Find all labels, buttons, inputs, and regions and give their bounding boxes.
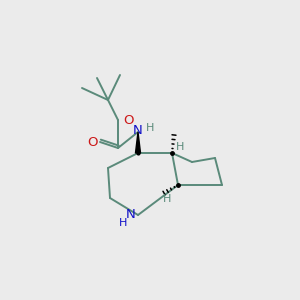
Text: H: H — [119, 218, 127, 228]
Text: H: H — [176, 142, 184, 152]
Text: H: H — [146, 123, 154, 133]
Text: O: O — [123, 113, 133, 127]
Text: N: N — [133, 124, 143, 137]
Text: N: N — [126, 208, 136, 221]
Text: H: H — [163, 194, 171, 204]
Text: O: O — [87, 136, 97, 148]
Polygon shape — [136, 132, 140, 153]
